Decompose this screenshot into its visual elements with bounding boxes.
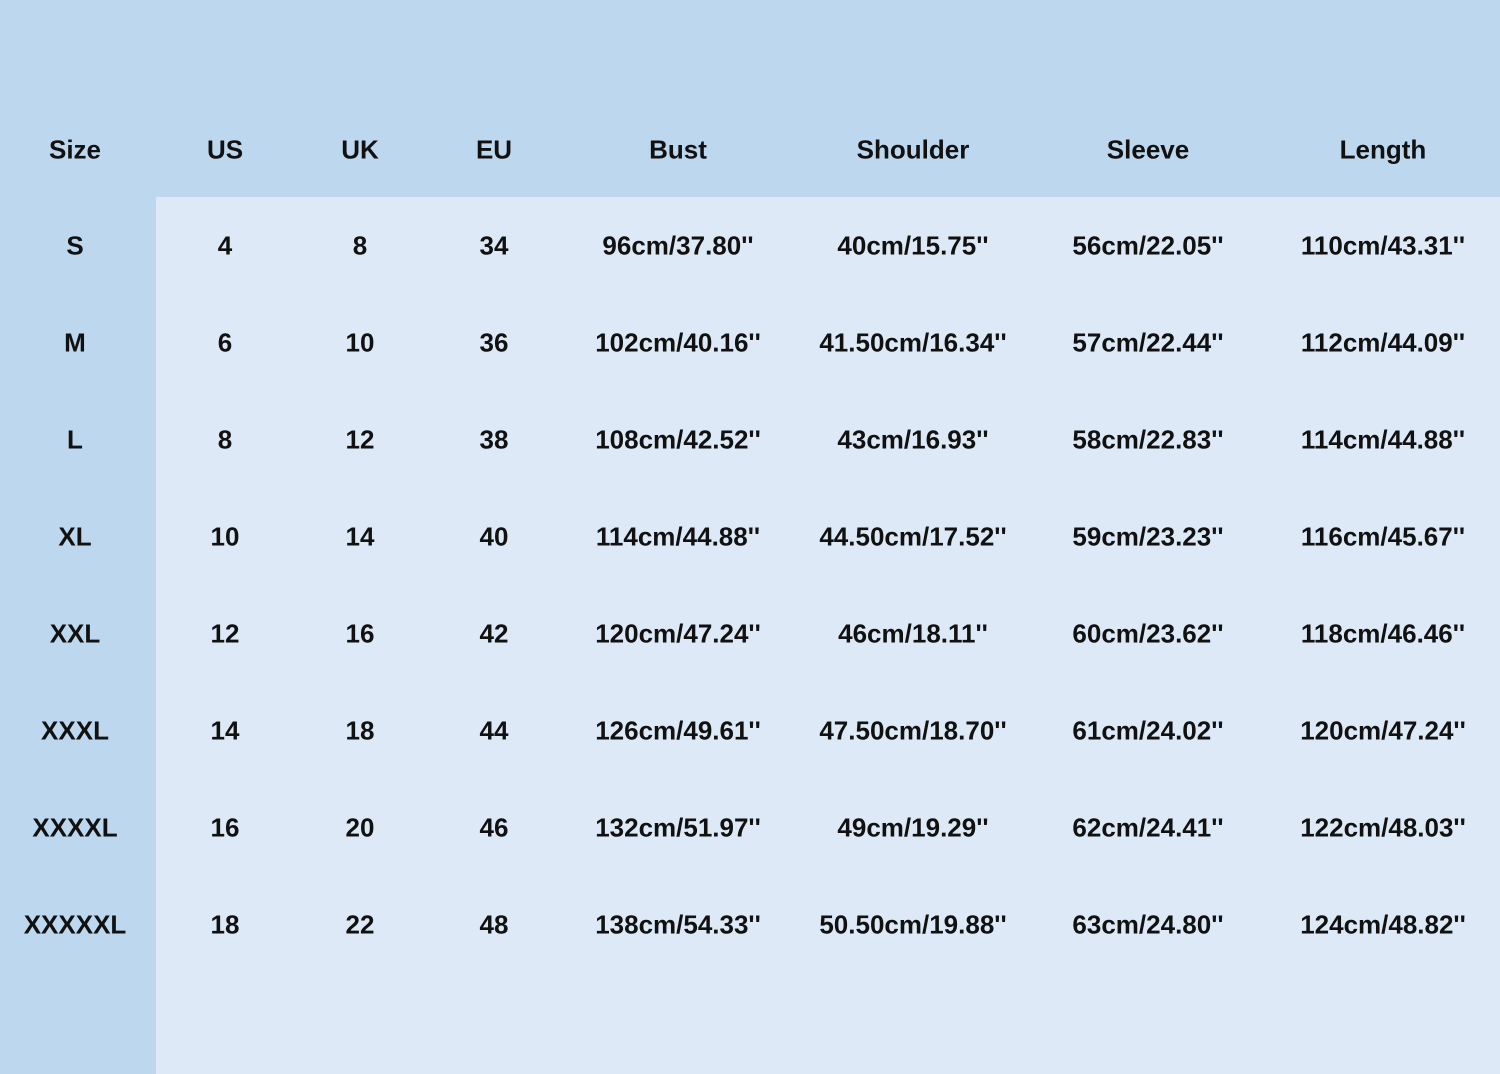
table-cell: 34 [479,230,509,261]
table-cell: L [67,424,83,455]
table-cell: 108cm/42.52'' [595,424,761,455]
table-cell: 40 [479,521,509,552]
table-cell: 42 [479,618,509,649]
table-cell: 96cm/37.80'' [602,230,754,261]
table-cell: 122cm/48.03'' [1300,812,1466,843]
table-cell: 20 [345,812,375,843]
table-cell: 16 [345,618,375,649]
table-cell: 138cm/54.33'' [595,909,761,940]
table-cell: 62cm/24.41'' [1072,812,1224,843]
table-cell: 47.50cm/18.70'' [819,715,1007,746]
table-cell: XXL [49,618,101,649]
table-cell: 56cm/22.05'' [1072,230,1224,261]
column-header-sleeve: Sleeve [1106,134,1190,165]
table-cell: 46cm/18.11'' [838,618,988,649]
column-header-shoulder: Shoulder [856,134,970,165]
table-cell: 12 [345,424,375,455]
column-header-size: Size [48,134,102,165]
table-cell: 114cm/44.88'' [595,521,761,552]
table-cell: 16 [210,812,240,843]
table-cell: 57cm/22.44'' [1072,327,1224,358]
table-cell: 126cm/49.61'' [595,715,761,746]
table-cell: 118cm/46.46'' [1300,618,1466,649]
table-cell: 112cm/44.09'' [1300,327,1466,358]
table-cell: 12 [210,618,240,649]
table-cell: 132cm/51.97'' [595,812,761,843]
table-cell: 49cm/19.29'' [837,812,989,843]
table-cell: 41.50cm/16.34'' [819,327,1007,358]
table-cell: 63cm/24.80'' [1072,909,1224,940]
table-cell: 46 [479,812,509,843]
table-cell: M [64,327,86,358]
table-body-background [156,197,1500,1074]
table-cell: 124cm/48.82'' [1300,909,1466,940]
table-cell: 18 [345,715,375,746]
column-header-length: Length [1339,134,1427,165]
table-cell: 50.50cm/19.88'' [819,909,1007,940]
table-cell: XXXXXL [23,909,127,940]
column-header-eu: EU [475,134,513,165]
table-cell: 58cm/22.83'' [1072,424,1224,455]
table-cell: XXXL [41,715,109,746]
table-cell: 10 [210,521,240,552]
table-cell: S [66,230,84,261]
table-cell: 61cm/24.02'' [1072,715,1224,746]
table-cell: 14 [210,715,240,746]
table-cell: 14 [345,521,375,552]
table-cell: 60cm/23.62'' [1072,618,1224,649]
table-cell: 36 [479,327,509,358]
table-cell: 44.50cm/17.52'' [819,521,1007,552]
table-cell: 8 [217,424,233,455]
table-cell: 48 [479,909,509,940]
table-cell: 43cm/16.93'' [837,424,989,455]
table-cell: XL [58,521,92,552]
column-header-uk: UK [341,134,379,165]
table-cell: 18 [210,909,240,940]
table-cell: 6 [217,327,233,358]
table-cell: 102cm/40.16'' [595,327,761,358]
table-cell: 4 [217,230,233,261]
table-cell: XXXXL [32,812,118,843]
table-cell: 8 [352,230,368,261]
table-cell: 110cm/43.31'' [1300,230,1466,261]
column-header-bust: Bust [649,134,707,165]
table-cell: 22 [345,909,375,940]
table-cell: 38 [479,424,509,455]
table-cell: 44 [479,715,509,746]
table-cell: 114cm/44.88'' [1300,424,1466,455]
column-header-us: US [206,134,244,165]
table-cell: 10 [345,327,375,358]
table-cell: 59cm/23.23'' [1072,521,1224,552]
table-cell: 40cm/15.75'' [837,230,989,261]
table-cell: 120cm/47.24'' [1300,715,1466,746]
table-cell: 120cm/47.24'' [595,618,761,649]
table-cell: 116cm/45.67'' [1300,521,1466,552]
